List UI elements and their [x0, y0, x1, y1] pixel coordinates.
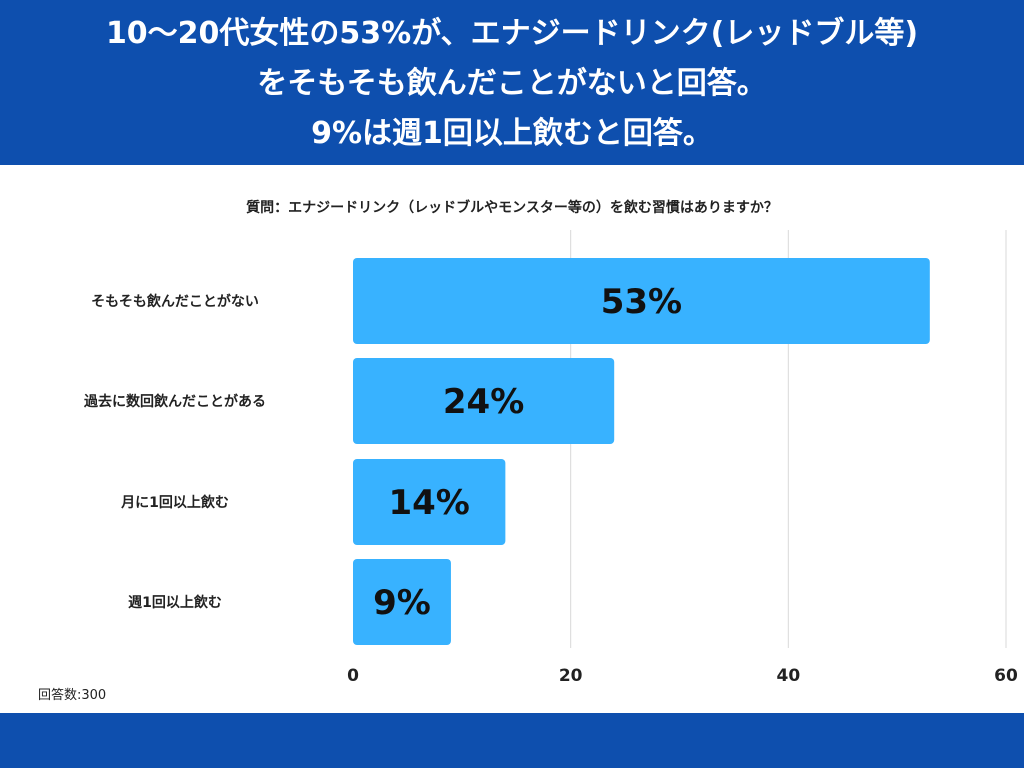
x-tick-label: 40 [776, 666, 800, 686]
survey-question: 質問：エナジードリンク（レッドブルやモンスター等の）を飲む習慣はありますか？ [246, 200, 778, 216]
category-label: 過去に数回飲んだことがある [83, 393, 266, 410]
headline-line-3: 9%は週1回以上飲むと回答。 [311, 116, 713, 151]
x-tick-label: 20 [559, 666, 583, 686]
x-tick-label: 0 [347, 666, 359, 686]
x-tick-label: 60 [994, 666, 1018, 686]
header-banner [0, 0, 1024, 165]
category-label: 月に1回以上飲む [120, 494, 229, 511]
headline-line-1: 10〜20代女性の53%が、エナジードリンク(レッドブル等) [105, 16, 919, 51]
bar [353, 358, 615, 444]
headline-line-2: をそもそも飲んだことがないと回答。 [257, 66, 767, 101]
data-label: 53% [601, 282, 682, 322]
category-label: そもそも飲んだことがない [91, 293, 259, 310]
bar-chart: 0 20 40 60 そもそも飲んだことがない 53% 過去に数回飲んだことがある 24% 月に… [83, 230, 1018, 686]
footer-banner [0, 713, 1024, 768]
data-label: 14% [388, 483, 469, 523]
respondent-count: 回答数:300 [38, 688, 107, 703]
bar [353, 559, 451, 645]
bar [353, 459, 506, 545]
data-label: 9% [373, 583, 431, 623]
category-label: 週1回以上飲む [128, 594, 222, 611]
bar [353, 258, 930, 344]
headline: 10〜20代女性の53%が、エナジードリンク(レッドブル等) をそもそも飲んだこ… [0, 0, 1024, 165]
data-label: 24% [443, 382, 524, 422]
